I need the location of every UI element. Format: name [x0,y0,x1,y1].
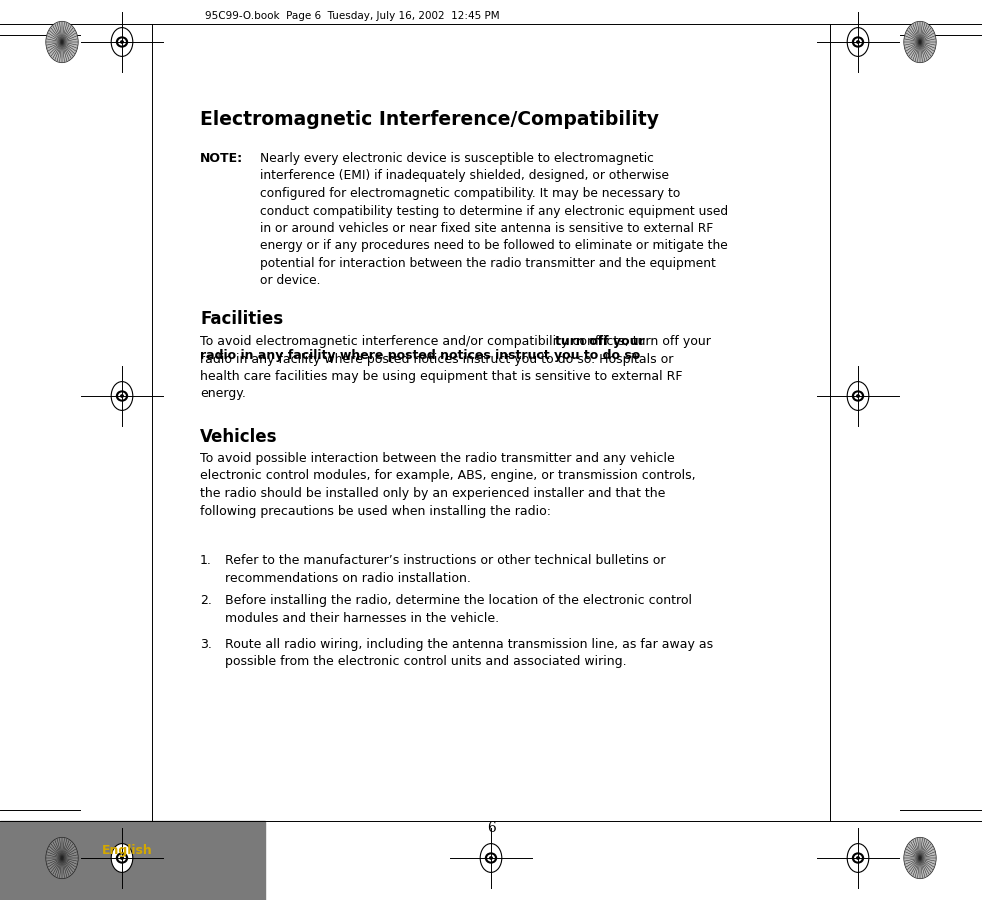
Ellipse shape [111,28,133,57]
Text: 1.: 1. [200,554,212,567]
Text: 3.: 3. [200,638,212,651]
Circle shape [856,394,860,398]
Ellipse shape [847,28,869,57]
Text: NOTE:: NOTE: [200,152,244,165]
Circle shape [118,39,126,46]
Text: Vehicles: Vehicles [200,428,278,446]
Ellipse shape [903,22,936,63]
Ellipse shape [847,382,869,410]
Text: Nearly every electronic device is susceptible to electromagnetic
interference (E: Nearly every electronic device is suscep… [260,152,728,287]
Circle shape [489,856,493,860]
Circle shape [116,36,129,48]
Circle shape [851,391,864,401]
Ellipse shape [847,843,869,872]
Ellipse shape [111,382,133,410]
Circle shape [120,856,124,860]
Text: turn off your: turn off your [555,335,644,348]
Circle shape [851,36,864,48]
Circle shape [118,854,126,861]
Text: 2.: 2. [200,594,212,607]
Circle shape [120,40,124,44]
Ellipse shape [111,843,133,872]
Text: Refer to the manufacturer’s instructions or other technical bulletins or
recomme: Refer to the manufacturer’s instructions… [225,554,666,584]
Circle shape [120,394,124,398]
Ellipse shape [903,837,936,878]
Text: Electromagnetic Interference/Compatibility: Electromagnetic Interference/Compatibili… [200,110,659,129]
Circle shape [116,391,129,401]
Circle shape [116,852,129,864]
Circle shape [854,854,862,861]
Ellipse shape [46,837,79,878]
Text: English: English [102,844,153,857]
Text: Route all radio wiring, including the antenna transmission line, as far away as
: Route all radio wiring, including the an… [225,638,713,669]
Text: 6: 6 [487,821,495,835]
Bar [0,821,265,900]
Text: radio in any facility where posted notices instruct you to do so: radio in any facility where posted notic… [200,349,640,362]
Ellipse shape [480,843,502,872]
Circle shape [856,856,860,860]
Circle shape [854,39,862,46]
Circle shape [487,854,495,861]
Circle shape [485,852,497,864]
Circle shape [856,40,860,44]
Text: Before installing the radio, determine the location of the electronic control
mo: Before installing the radio, determine t… [225,594,692,625]
Text: To avoid possible interaction between the radio transmitter and any vehicle
elec: To avoid possible interaction between th… [200,452,695,518]
Circle shape [854,392,862,400]
Circle shape [118,392,126,400]
Text: 95C99-O.book  Page 6  Tuesday, July 16, 2002  12:45 PM: 95C99-O.book Page 6 Tuesday, July 16, 20… [205,11,500,21]
Text: Facilities: Facilities [200,310,283,328]
Circle shape [851,852,864,864]
Ellipse shape [46,22,79,63]
Text: To avoid electromagnetic interference and/or compatibility conflicts, turn off y: To avoid electromagnetic interference an… [200,335,711,400]
